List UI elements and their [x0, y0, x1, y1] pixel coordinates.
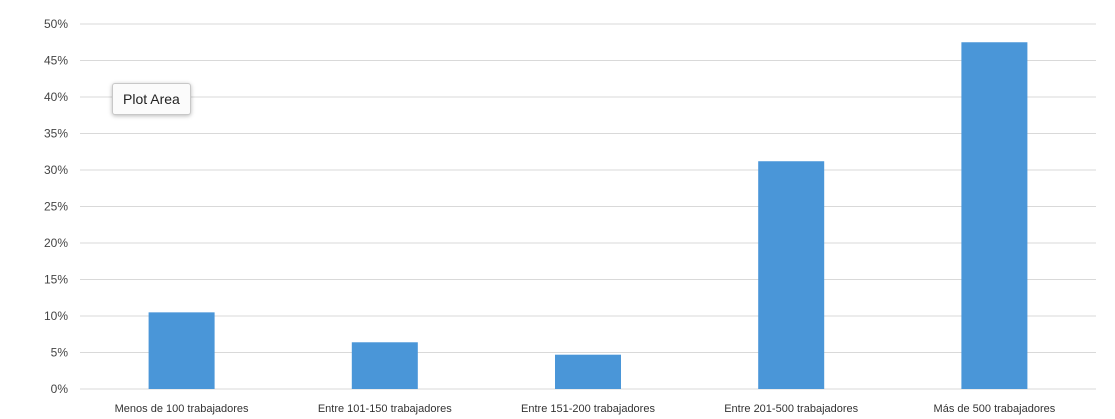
x-category-label: Entre 101-150 trabajadores — [318, 403, 452, 415]
y-tick-label: 5% — [51, 346, 69, 360]
y-tick-label: 10% — [44, 309, 68, 323]
y-tick-label: 35% — [44, 127, 68, 141]
y-tick-label: 30% — [44, 163, 68, 177]
bar — [148, 312, 215, 389]
y-tick-label: 0% — [51, 382, 69, 396]
x-axis-labels: Menos de 100 trabajadores Entre 101-150 t… — [115, 403, 1056, 415]
y-tick-label: 25% — [44, 200, 68, 214]
bar — [961, 42, 1028, 389]
y-tick-label: 45% — [44, 54, 68, 68]
bar — [555, 354, 621, 389]
y-axis-ticks: 0% 5% 10% 15% 20% 25% 30% 35% 40% 45% 50% — [44, 17, 68, 396]
y-tick-label: 20% — [44, 236, 68, 250]
plot-area-tooltip: Plot Area — [112, 83, 191, 115]
y-tick-label: 50% — [44, 17, 68, 31]
x-category-label: Más de 500 trabajadores — [934, 403, 1056, 415]
x-category-label: Entre 151-200 trabajadores — [521, 403, 655, 415]
bar — [758, 161, 825, 389]
bars — [148, 42, 1028, 389]
x-category-label: Entre 201-500 trabajadores — [724, 403, 858, 415]
x-category-label: Menos de 100 trabajadores — [115, 403, 249, 415]
y-tick-label: 15% — [44, 273, 68, 287]
bar — [351, 342, 418, 389]
y-tick-label: 40% — [44, 90, 68, 104]
gridlines — [80, 23, 1096, 390]
